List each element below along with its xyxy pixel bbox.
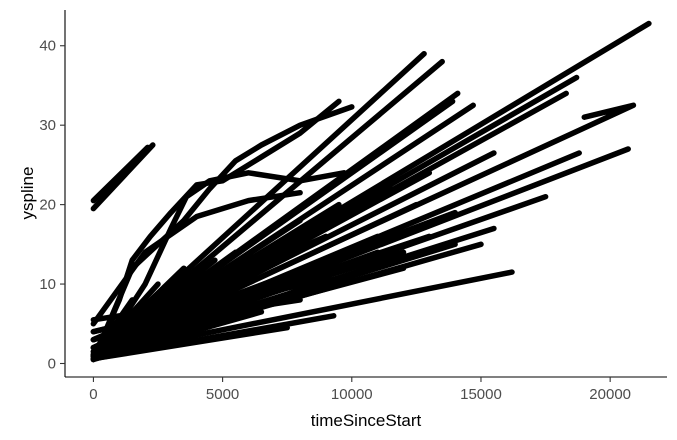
x-tick-label: 5000: [206, 386, 239, 403]
y-ticks: 0 10 20 30 40: [39, 38, 65, 372]
x-tick-label: 0: [89, 386, 97, 403]
y-axis-title: yspline: [18, 167, 37, 220]
series-line-48: [90, 305, 174, 323]
series-line-21: [90, 309, 265, 363]
x-axis-title: timeSinceStart: [311, 411, 422, 430]
series-line-43: [90, 249, 407, 343]
x-tick-label: 20000: [589, 386, 631, 403]
series-layer: [90, 20, 652, 363]
y-tick-label: 10: [39, 276, 56, 293]
y-tick-label: 0: [48, 355, 56, 372]
x-tick-label: 10000: [331, 386, 373, 403]
y-tick-label: 40: [39, 38, 56, 55]
y-tick-label: 20: [39, 197, 56, 214]
series-line-54: [90, 144, 151, 204]
series-line-52: [90, 189, 303, 327]
series-line-46: [90, 305, 200, 335]
y-tick-label: 30: [39, 117, 56, 134]
series-line-40: [90, 209, 458, 351]
series-line-45: [90, 297, 303, 351]
x-ticks: 0 5000 10000 15000 20000: [89, 377, 631, 403]
x-tick-label: 15000: [460, 386, 502, 403]
series-line-20: [90, 324, 290, 362]
